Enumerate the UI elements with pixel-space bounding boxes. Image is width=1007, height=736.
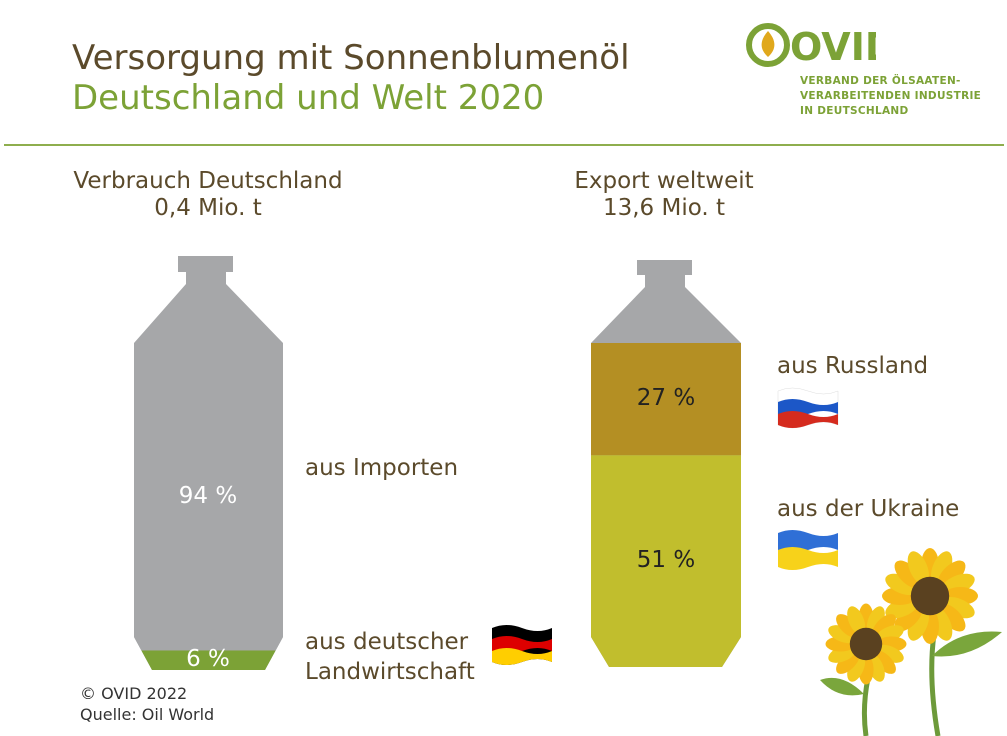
- bar-segment: [591, 455, 741, 667]
- bar-segment: [134, 343, 283, 651]
- sunflower-petal: [907, 551, 930, 585]
- label-ukraine: aus der Ukraine: [777, 496, 960, 522]
- logo-tagline-line: VERBAND DER ÖLSAATEN-: [800, 75, 961, 87]
- sunflower-petal: [937, 560, 966, 589]
- chart-right-total: 13,6 Mio. t: [602, 195, 726, 221]
- label-russland: aus Russland: [777, 353, 929, 379]
- bar-segment: [134, 650, 283, 670]
- footer: © OVID 2022 Quelle: Oil World: [80, 683, 214, 725]
- chart-left-header: Verbrauch Deutschland 0,4 Mio. t: [58, 168, 358, 222]
- segment-label: 94 %: [178, 482, 238, 509]
- flag-germany-icon: [492, 625, 552, 665]
- logo-o-ring-icon: [746, 23, 790, 67]
- page-title: Versorgung mit Sonnenblumenöl: [72, 38, 630, 78]
- label-deutsche-landwirtschaft: aus deutscher Landwirtschaft: [305, 629, 475, 685]
- segment-label: 27 %: [636, 385, 696, 412]
- sunflower-petal: [872, 650, 896, 674]
- logo-tagline: VERBAND DER ÖLSAATEN- VERARBEITENDEN IND…: [800, 74, 981, 119]
- page-subtitle: Deutschland und Welt 2020: [72, 78, 545, 118]
- sunflower-petal: [937, 603, 966, 632]
- logo-tagline-line: IN DEUTSCHLAND: [800, 105, 909, 117]
- sunflower-petal: [836, 650, 860, 674]
- flag-russia-icon: [777, 387, 839, 429]
- chart-right-header: Export weltweit 13,6 Mio. t: [514, 168, 814, 222]
- logo-oil-drop-icon: [761, 31, 775, 57]
- segment-label: 51 %: [636, 547, 696, 574]
- flag-ukraine-icon: [778, 530, 838, 570]
- copyright-text: © OVID 2022: [80, 684, 188, 703]
- sunflower-petal: [847, 606, 866, 635]
- label-importe: aus Importen: [305, 455, 459, 481]
- logo-tagline-line: VERARBEITENDEN INDUSTRIE: [800, 90, 982, 102]
- header-divider: [4, 144, 1004, 146]
- sunflowers-icon: [820, 548, 1002, 736]
- chart-left-total: 0,4 Mio. t: [154, 195, 262, 221]
- source-text: Quelle: Oil World: [80, 705, 215, 724]
- bottle-germany: [134, 256, 283, 670]
- chart-left-title: Verbrauch Deutschland: [73, 168, 343, 194]
- sunflower-petal: [872, 614, 896, 638]
- sunflower-petal: [836, 614, 860, 638]
- sunflower-center: [910, 576, 950, 616]
- bar-segment: [591, 343, 741, 456]
- sunflower-center: [849, 627, 883, 661]
- segment-label: 6 %: [186, 646, 230, 673]
- sunflower-petal: [894, 603, 923, 632]
- sunflower-petal: [894, 560, 923, 589]
- bottle-world: [591, 260, 741, 667]
- chart-right-title: Export weltweit: [574, 168, 754, 194]
